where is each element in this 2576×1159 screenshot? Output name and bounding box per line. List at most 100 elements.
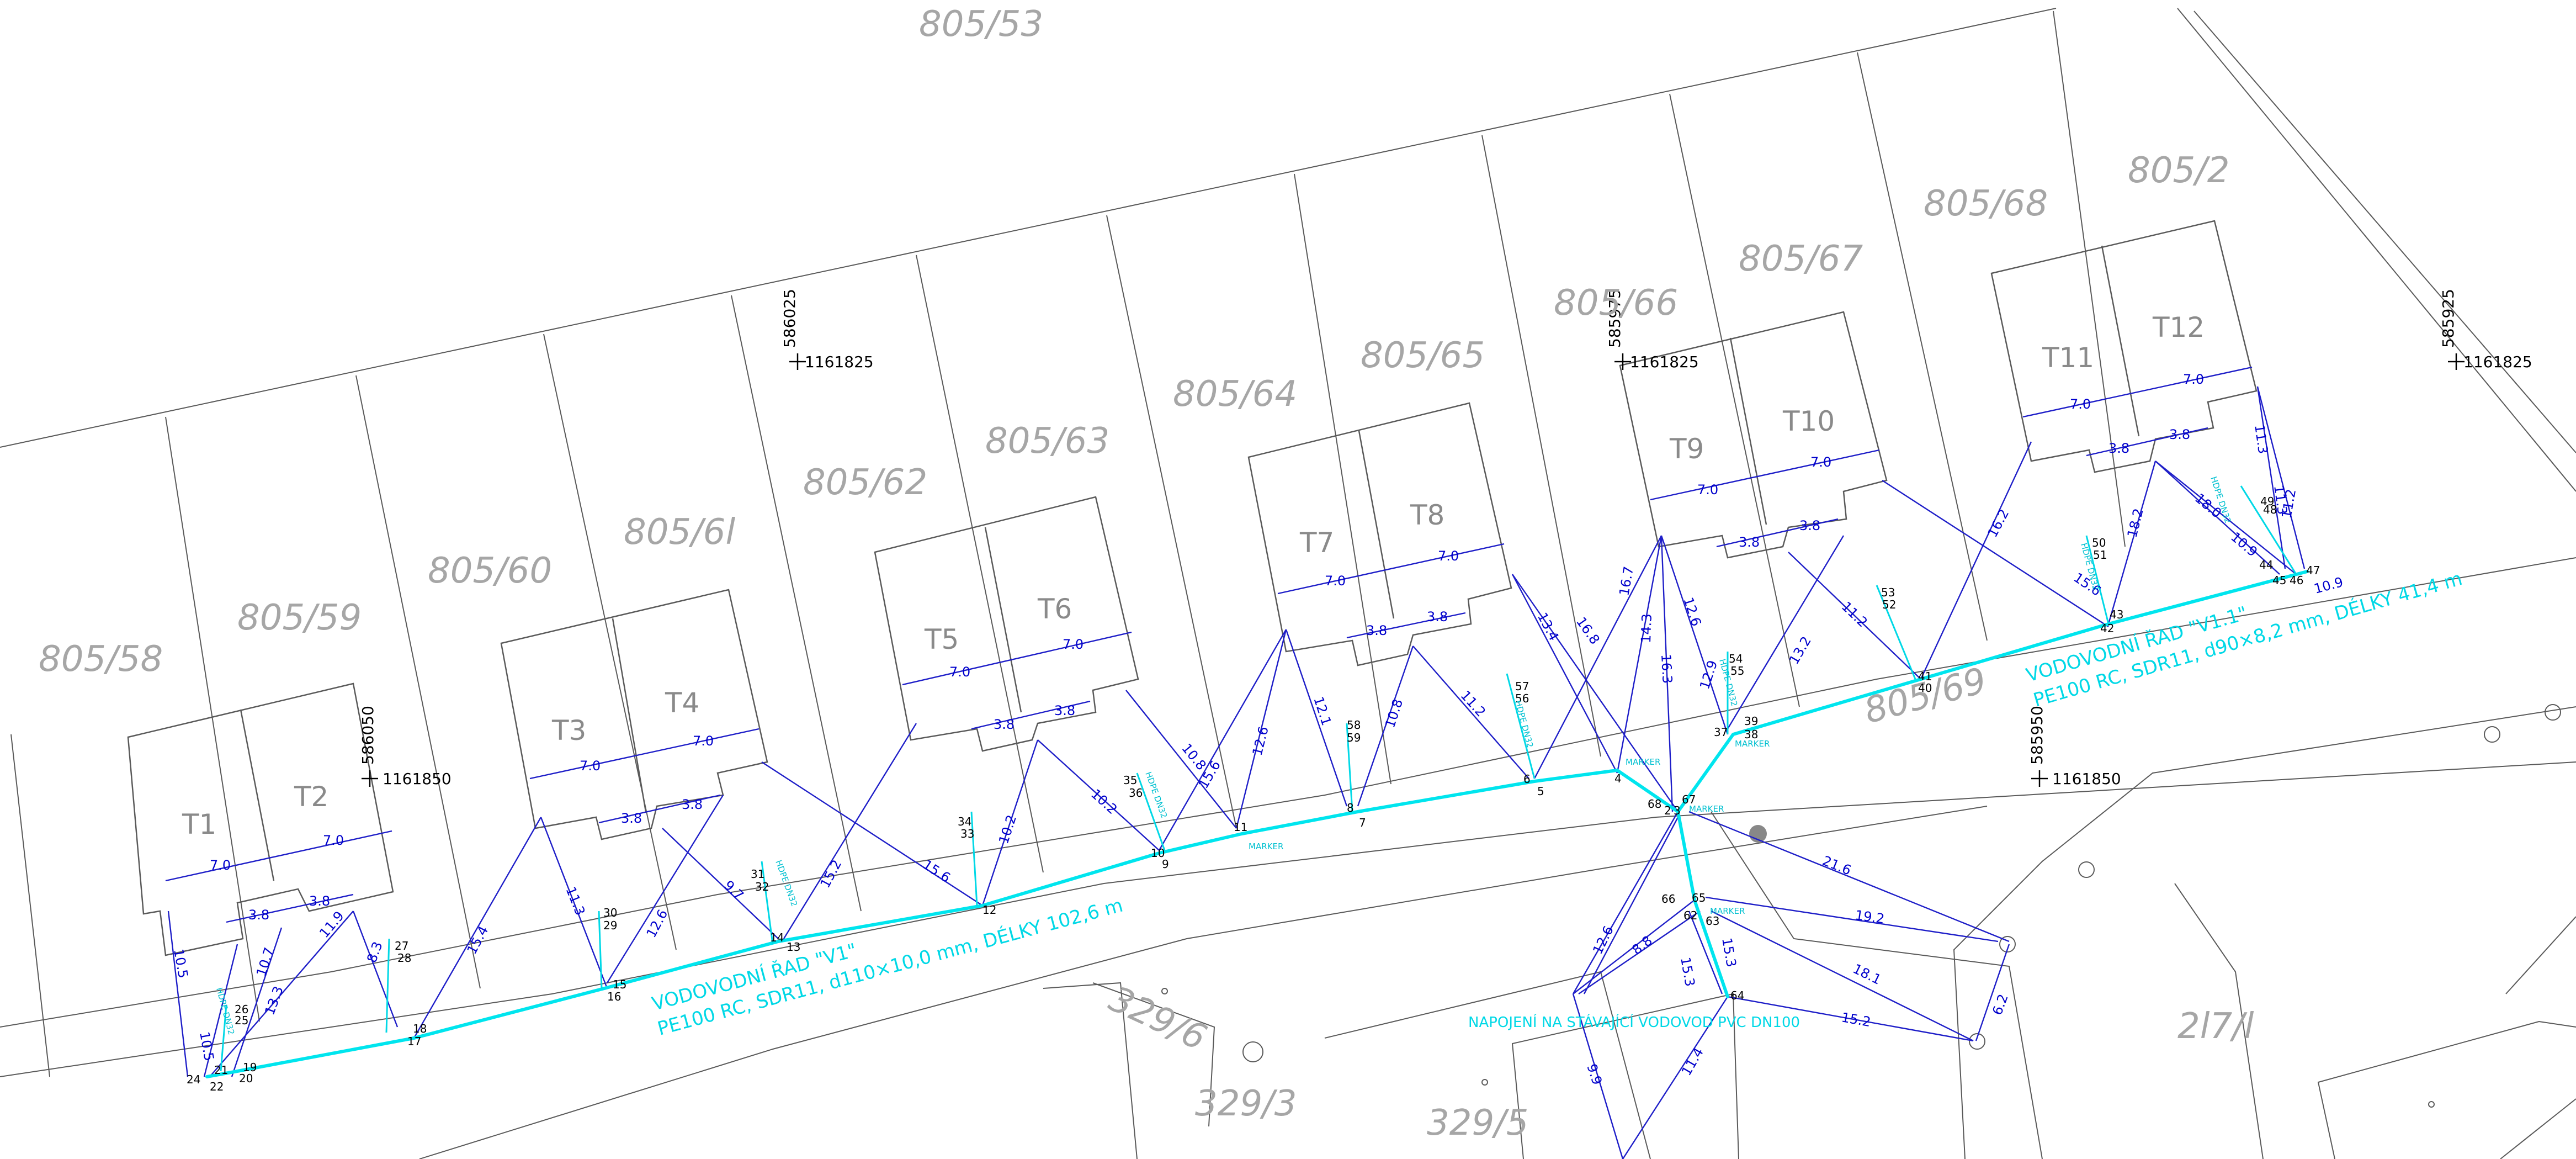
dim-label: 13.3 — [262, 984, 286, 1017]
dim-label: 13.2 — [1786, 634, 1814, 667]
point-18: 18 — [413, 1022, 427, 1035]
parcel-label-805-53: 805/53 — [919, 4, 1043, 45]
coord-586025: 586025 — [780, 289, 799, 348]
point-30: 30 — [603, 906, 617, 919]
point-34: 34 — [958, 815, 971, 828]
point-25: 25 — [235, 1014, 248, 1027]
point-29: 29 — [603, 919, 617, 932]
house-labels: T1 T2 T3 T4 T5 T6 T7 T8 T9 T10 T11 T12 — [182, 311, 2205, 840]
house-label-t12: T12 — [2152, 311, 2205, 343]
dim-label: 15.3 — [1677, 956, 1698, 987]
parcel-labels: 805/53 805/58 805/59 805/60 805/6l 805/6… — [39, 4, 2254, 1144]
coord-586050: 586050 — [359, 706, 377, 765]
dim-label: 10.9 — [2312, 574, 2345, 597]
point-12: 12 — [982, 903, 996, 917]
point-43: 43 — [2110, 608, 2123, 621]
point-58: 58 — [1347, 718, 1361, 732]
parcel-label-805-58: 805/58 — [39, 639, 163, 680]
house-label-t4: T4 — [665, 687, 699, 719]
marker-label: MARKER — [1689, 804, 1724, 814]
point-62: 62 — [1683, 909, 1697, 922]
point-17: 17 — [407, 1035, 421, 1048]
parcel-label-805-65: 805/65 — [1361, 335, 1485, 376]
hdpe-label: HDPE DN32 — [1513, 699, 1535, 749]
point-52: 52 — [1882, 598, 1896, 611]
point-41: 41 — [1918, 670, 1932, 683]
house-label-t9: T9 — [1669, 433, 1704, 465]
dim-label: 19.2 — [1854, 907, 1885, 927]
point-21: 21 — [214, 1063, 228, 1077]
dim-label: 6.2 — [1989, 992, 2011, 1017]
point-4: 4 — [1614, 772, 1622, 785]
house-t11-t12-outline — [1990, 220, 2258, 473]
point-39: 39 — [1744, 715, 1758, 728]
parcel-label-805-63: 805/63 — [985, 421, 1109, 462]
point-42: 42 — [2100, 622, 2114, 635]
point-27: 27 — [395, 939, 408, 952]
dim-label: 12.6 — [644, 907, 671, 940]
dim-label: 7.0 — [210, 858, 231, 873]
parcel-boundaries — [0, 8, 2576, 1159]
dim-label: 11.2 — [1458, 687, 1489, 719]
house-t1-t2-outline — [127, 682, 394, 956]
dim-label: 3.8 — [1739, 534, 1760, 550]
parcel-label-329-6: 329/6 — [1103, 978, 1212, 1059]
hdpe-label: HDPE DN32 — [1143, 770, 1169, 819]
dim-label: 15.2 — [1840, 1009, 1872, 1030]
point-57: 57 — [1515, 680, 1529, 693]
point-49: 49 — [2260, 495, 2274, 508]
point-6: 6 — [1523, 772, 1531, 786]
point-35: 35 — [1123, 774, 1137, 787]
marker-label: MARKER — [1710, 906, 1745, 916]
measurement-lines — [165, 366, 2306, 1159]
dim-label: 16.8 — [1573, 614, 1603, 647]
dim-label: 7.0 — [1325, 573, 1346, 589]
marker-label: MARKER — [1735, 739, 1770, 749]
water-main — [205, 485, 2309, 1078]
dim-label: 3.8 — [621, 811, 642, 826]
point-5: 5 — [1537, 785, 1544, 798]
hdpe-label: HDPE DN32 — [214, 986, 236, 1036]
house-t9-t10-outline — [1619, 311, 1888, 559]
dim-label: 8.3 — [364, 940, 385, 965]
dim-label: 3.8 — [2108, 441, 2129, 456]
point-19: 19 — [243, 1061, 257, 1074]
point-7: 7 — [1359, 816, 1366, 829]
parcel-label-805-59: 805/59 — [237, 597, 362, 638]
dim-label: 3.8 — [1799, 518, 1820, 533]
point-28: 28 — [397, 951, 411, 965]
dim-label: 7.0 — [2070, 396, 2091, 412]
coord-1161825-a: 1161825 — [805, 353, 874, 371]
point-65: 65 — [1692, 891, 1706, 904]
point-50: 50 — [2092, 536, 2106, 549]
parcel-label-805-2: 805/2 — [2128, 150, 2229, 191]
house-label-t10: T10 — [1782, 405, 1835, 437]
dim-label: 10.8 — [1382, 697, 1406, 729]
house-label-t7: T7 — [1299, 527, 1334, 559]
hdpe-label: HDPE DN32 — [773, 859, 799, 908]
dim-label: 10.5 — [196, 1030, 217, 1062]
dim-label: 10.2 — [996, 813, 1019, 845]
point-8: 8 — [1347, 801, 1354, 814]
dim-label: 11.4 — [1679, 1045, 1707, 1078]
dim-label: 9.9 — [1584, 1062, 1605, 1087]
dim-label: 7.0 — [1810, 454, 1831, 470]
dim-label: 14.3 — [1638, 613, 1655, 643]
dim-label: 8.8 — [1629, 933, 1655, 958]
dim-label: 7.0 — [323, 833, 344, 848]
point-59: 59 — [1347, 731, 1361, 744]
point-67: 67 — [1682, 793, 1696, 806]
dim-label: 7.0 — [580, 758, 601, 774]
point-45: 45 — [2272, 574, 2286, 587]
point-2: 2 — [1664, 804, 1671, 817]
point-64: 64 — [1730, 989, 1744, 1002]
house-label-t8: T8 — [1410, 499, 1444, 531]
dim-label: 3.8 — [2169, 427, 2190, 442]
dimension-labels: 7.0 7.0 3.8 3.8 7.0 7.0 3.8 3.8 7.0 7.0 … — [171, 372, 2345, 1087]
coordinate-markers — [362, 353, 2465, 787]
point-38: 38 — [1744, 728, 1758, 741]
parcel-label-217-1: 2l7/l — [2177, 1006, 2254, 1047]
house-outlines — [127, 220, 2258, 956]
dim-label: 11.3 — [562, 885, 588, 918]
point-32: 32 — [755, 880, 769, 893]
